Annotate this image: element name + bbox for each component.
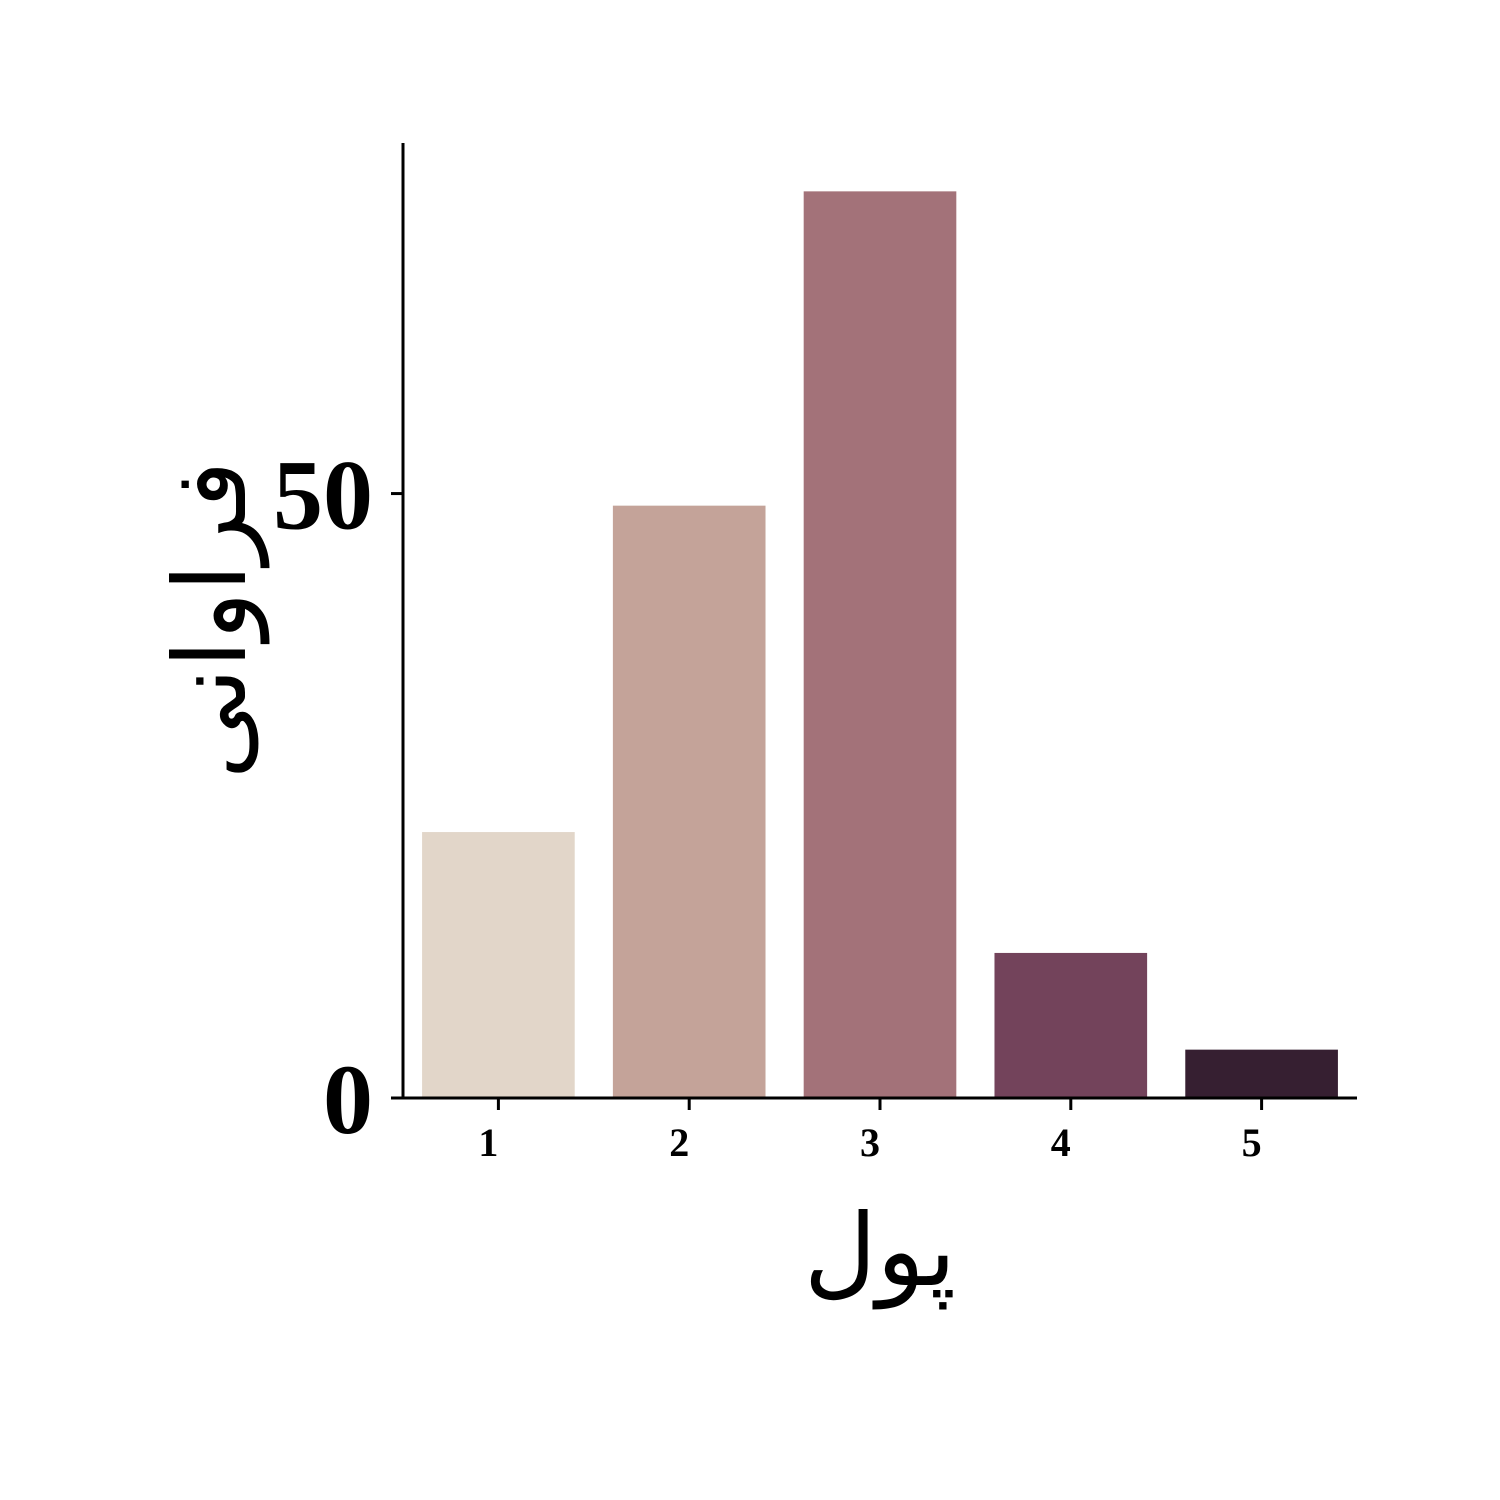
y-axis-title: فراوانی xyxy=(152,461,270,779)
y-tick-label-50: 50 xyxy=(273,440,373,551)
x-ticks-group: 1 2 3 4 5 xyxy=(478,1098,1264,1165)
bar-5 xyxy=(1185,1049,1338,1098)
bar-4 xyxy=(994,952,1148,1098)
x-tick-label-3: 3 xyxy=(860,1120,880,1165)
x-tick-label-2: 2 xyxy=(669,1120,689,1165)
y-ticks-group: 0 50 xyxy=(273,440,403,1155)
x-tick-label-1: 1 xyxy=(478,1120,498,1165)
bar-1 xyxy=(422,832,575,1098)
x-axis-title: پول xyxy=(804,1192,956,1310)
bar-3 xyxy=(803,191,957,1098)
bar-2 xyxy=(612,505,766,1099)
bars-group xyxy=(422,191,1338,1099)
x-tick-label-5: 5 xyxy=(1242,1120,1262,1165)
x-tick-label-4: 4 xyxy=(1051,1120,1071,1165)
y-tick-label-0: 0 xyxy=(323,1044,373,1155)
